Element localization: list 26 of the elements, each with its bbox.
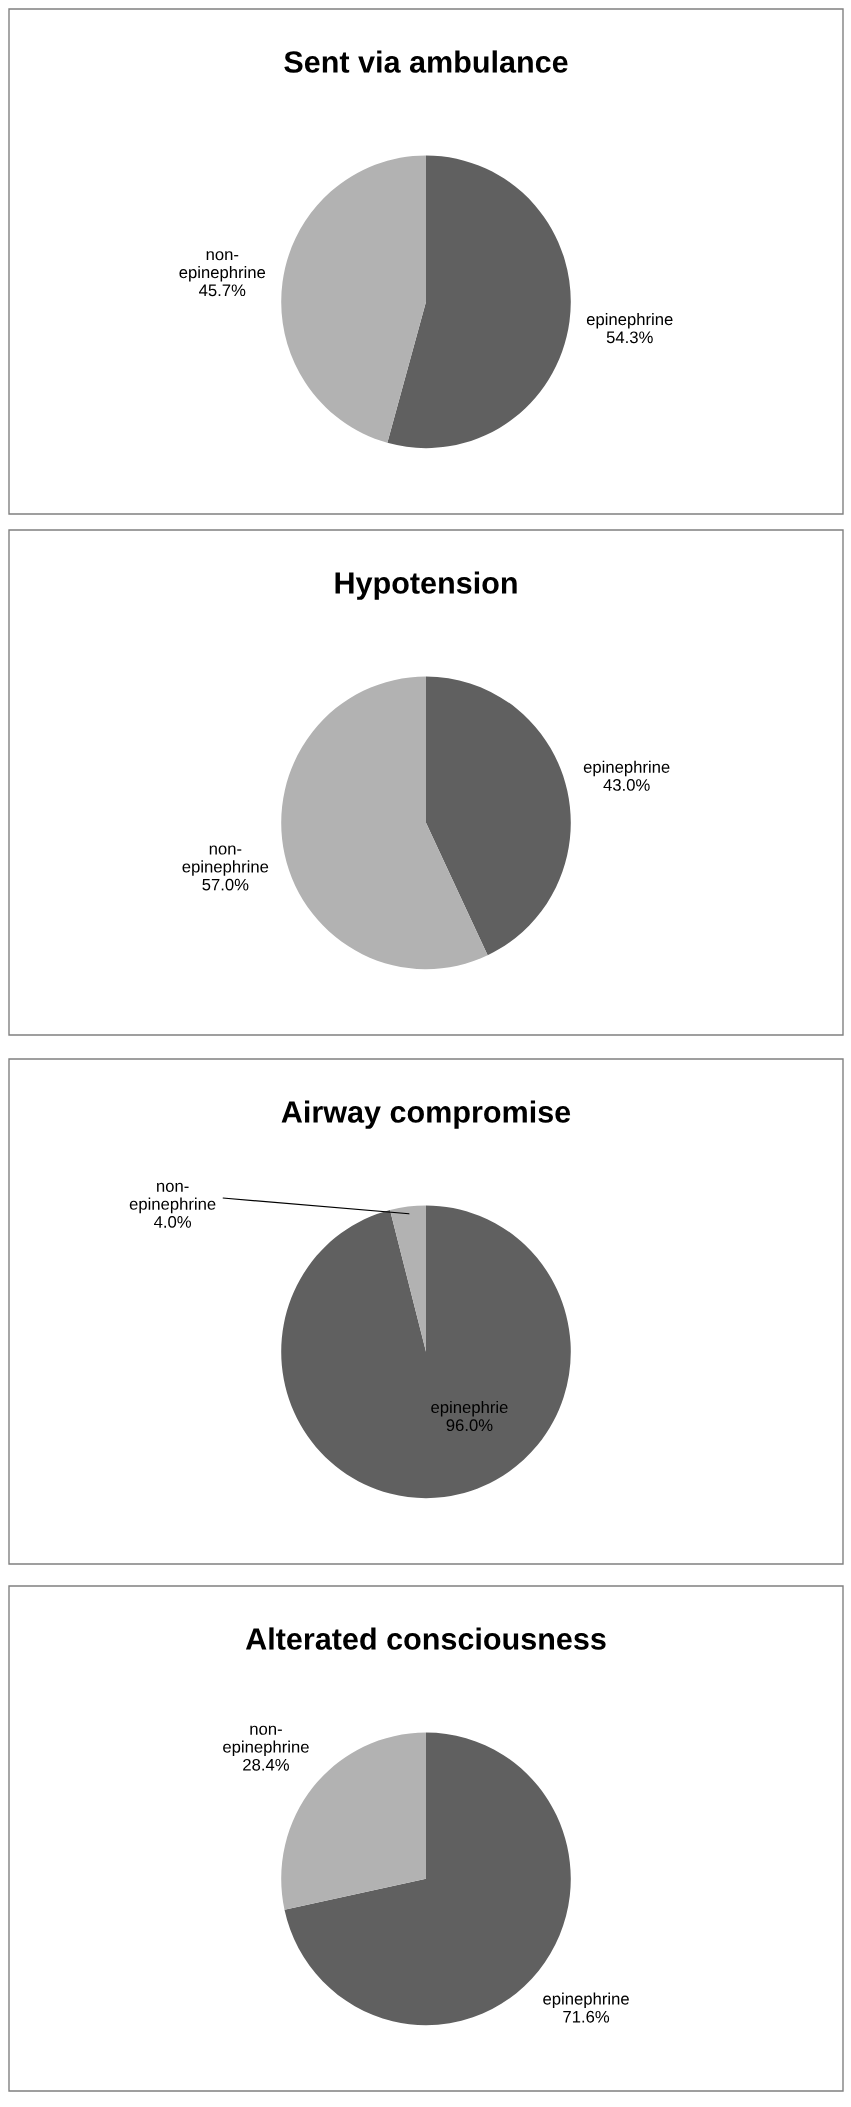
slice-label: epinephrine bbox=[543, 1992, 629, 2009]
data-label: 57.0% bbox=[202, 878, 249, 891]
data-label: 28.4% bbox=[243, 1758, 289, 1771]
pie-slice bbox=[281, 676, 488, 970]
slice-label: non- epinephrine bbox=[182, 845, 269, 876]
data-label: 4.0% bbox=[154, 1216, 192, 1228]
pie-slice bbox=[387, 155, 571, 449]
chart-title: Airway compromise bbox=[281, 1100, 571, 1129]
data-label: 96.0% bbox=[446, 1419, 493, 1432]
data-label: 43.0% bbox=[603, 779, 650, 791]
chart-title: Alterated consciousness bbox=[245, 1627, 606, 1650]
data-label: 71.6% bbox=[563, 2010, 610, 2023]
slice-label: non- epinephrine bbox=[223, 1725, 309, 1757]
pie-slice bbox=[426, 676, 571, 956]
pie-slice bbox=[281, 155, 426, 443]
data-label: 45.7% bbox=[199, 284, 246, 297]
pie-slice bbox=[281, 1205, 571, 1499]
slice-label: epinephrine bbox=[586, 313, 673, 329]
slice-label: epinephrine bbox=[583, 760, 670, 777]
pie-slice bbox=[389, 1205, 426, 1352]
data-label: 54.3% bbox=[606, 331, 653, 344]
slice-label: non- epinephrine bbox=[179, 251, 266, 282]
slice-label: non- epinephrine bbox=[129, 1182, 216, 1214]
slice-label: epinephrie bbox=[431, 1400, 508, 1417]
chart-title: Hypotension bbox=[335, 571, 517, 600]
chart-title: Sent via ambulance bbox=[284, 50, 568, 73]
